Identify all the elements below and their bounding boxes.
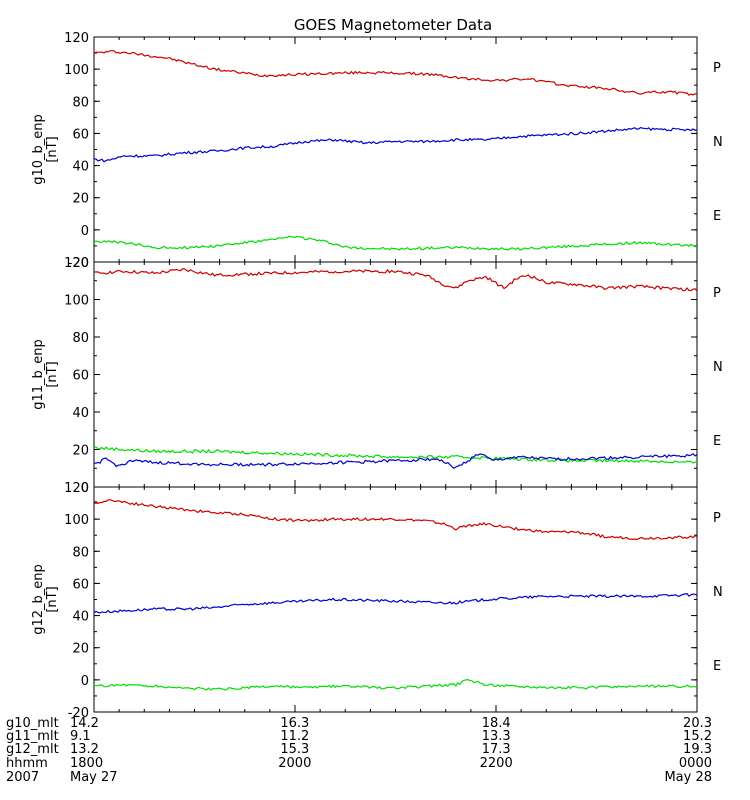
legend-E: E xyxy=(713,209,721,224)
y-tick-label: -20 xyxy=(68,706,89,721)
x-tick-value: May 28 xyxy=(664,770,712,785)
chart-title: GOES Magnetometer Data xyxy=(294,16,492,34)
x-row-label: g12_mlt xyxy=(6,742,59,757)
y-tick-label: 60 xyxy=(72,577,89,592)
series-N-line xyxy=(93,126,698,163)
series-E-line xyxy=(93,235,698,251)
series-E-line xyxy=(93,678,698,691)
x-tick-value: 14.2 xyxy=(70,716,99,731)
y-axis-unit: [nT] xyxy=(45,361,60,387)
y-tick-label: 120 xyxy=(64,31,89,46)
y-tick-label: 40 xyxy=(72,406,89,421)
x-row-label: 2007 xyxy=(6,770,39,785)
series-P-line xyxy=(93,50,698,96)
y-tick-label: 20 xyxy=(72,642,89,657)
series-N-line xyxy=(93,446,698,464)
y-tick-label: 60 xyxy=(72,127,89,142)
legend-P: P xyxy=(713,61,721,76)
panel-frame xyxy=(93,36,698,263)
x-tick-value: 2000 xyxy=(278,756,311,771)
x-tick-value: 11.2 xyxy=(280,729,309,744)
y-tick-label: 80 xyxy=(72,545,89,560)
y-tick-label: 60 xyxy=(72,369,89,384)
legend-E: E xyxy=(713,434,721,449)
x-tick-value: 0000 xyxy=(679,756,712,771)
y-tick-label: 20 xyxy=(72,444,89,459)
y-axis-unit: [nT] xyxy=(45,136,60,162)
series-P-line xyxy=(93,499,698,541)
x-tick-value: 16.3 xyxy=(280,716,309,731)
x-tick-value: 13.2 xyxy=(70,742,99,757)
series-E-line xyxy=(93,453,698,470)
y-tick-label: 100 xyxy=(64,513,89,528)
x-tick-value: 19.3 xyxy=(683,742,712,757)
legend-N: N xyxy=(713,360,723,375)
y-tick-label: -20 xyxy=(68,256,89,271)
x-row-label: g10_mlt xyxy=(6,716,59,731)
y-tick-label: 40 xyxy=(72,610,89,625)
series-N-line xyxy=(93,593,698,614)
y-tick-label: 20 xyxy=(72,192,89,207)
y-axis-label: g10_b_enp xyxy=(31,114,46,185)
y-tick-label: 120 xyxy=(64,256,89,271)
y-axis-unit: [nT] xyxy=(45,586,60,612)
x-tick-value: 13.3 xyxy=(482,729,511,744)
y-tick-label: 40 xyxy=(72,160,89,175)
x-tick-value: 15.3 xyxy=(280,742,309,757)
legend-P: P xyxy=(713,511,721,526)
x-tick-value: 15.2 xyxy=(683,729,712,744)
x-tick-value: 18.4 xyxy=(482,716,511,731)
y-tick-label: 100 xyxy=(64,63,89,78)
y-tick-label: 80 xyxy=(72,331,89,346)
panel-g10_b_enp: 120 100 80 60 40 20 0 -20 g10_b_enp [nT] P N E xyxy=(31,31,723,271)
x-tick-value: 9.1 xyxy=(70,729,91,744)
x-row-label: g11_mlt xyxy=(6,729,59,744)
legend-E: E xyxy=(713,659,721,674)
x-row-label: hhmm xyxy=(6,756,48,771)
y-axis-label: g11_b_enp xyxy=(31,339,46,410)
y-tick-label: 100 xyxy=(64,294,89,309)
x-tick-value: 2200 xyxy=(480,756,513,771)
y-tick-label: 120 xyxy=(64,481,89,496)
y-tick-label: 80 xyxy=(72,95,89,110)
y-axis-label: g12_b_enp xyxy=(31,564,46,635)
y-tick-label: 0 xyxy=(81,674,89,689)
y-tick-label: 0 xyxy=(81,224,89,239)
x-tick-value: May 27 xyxy=(70,770,118,785)
legend-P: P xyxy=(713,286,721,301)
panel-frame xyxy=(93,261,698,488)
y-tick-label: 0 xyxy=(81,481,89,496)
series-P-line xyxy=(93,268,698,292)
x-tick-value: 1800 xyxy=(70,756,103,771)
x-tick-value: 20.3 xyxy=(683,716,712,731)
legend-N: N xyxy=(713,585,723,600)
panel-g11_b_enp: 120 100 80 60 40 20 0 g11_b_enp [nT] P N E xyxy=(31,256,723,496)
legend-N: N xyxy=(713,135,723,150)
x-tick-value: 17.3 xyxy=(482,742,511,757)
panel-g12_b_enp: 120 100 80 60 40 20 0 -20 g12_b_enp [nT] P N E xyxy=(31,481,723,721)
